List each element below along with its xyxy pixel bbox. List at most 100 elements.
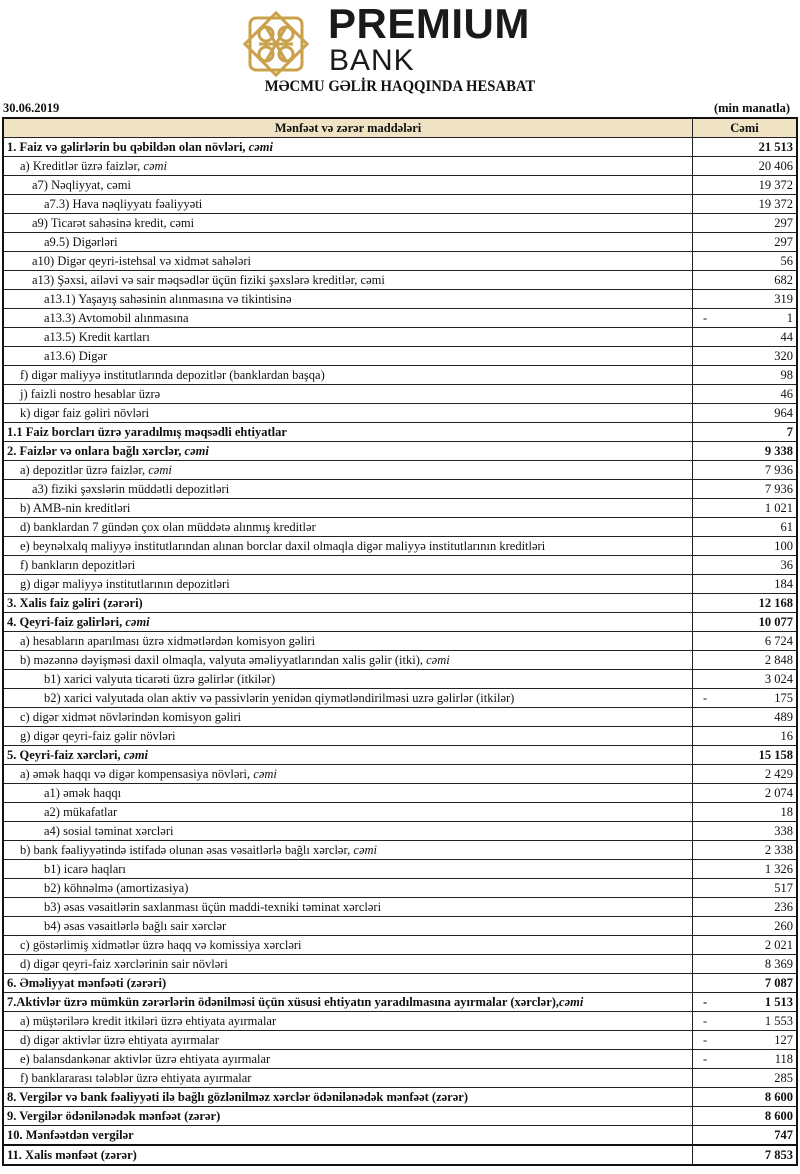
row-label-text: d) digər aktivlər üzrə ehtiyata ayırmala… bbox=[20, 1033, 219, 1047]
row-value-text: 2 848 bbox=[764, 653, 793, 667]
row-value-text: 338 bbox=[774, 824, 793, 838]
table-row: a7.3) Hava nəqliyyatı fəaliyyəti 19 372 bbox=[2, 194, 798, 214]
row-value-text: 319 bbox=[774, 292, 793, 306]
row-value: 338 bbox=[692, 821, 798, 841]
row-label: e) balansdankənar aktivlər üzrə ehtiyata… bbox=[2, 1049, 693, 1069]
row-value: 184 bbox=[692, 574, 798, 594]
table-row: 1. Faiz və gəlirlərin bu qəbildən olan n… bbox=[2, 137, 798, 157]
row-label-text: a7.3) Hava nəqliyyatı fəaliyyəti bbox=[44, 197, 203, 211]
row-label: 11. Xalis mənfəət (zərər) bbox=[2, 1144, 693, 1166]
row-label-text: a) hesabların aparılması üzrə xidmətlərd… bbox=[20, 634, 316, 648]
row-label-text: a13.5) Kredit kartları bbox=[44, 330, 150, 344]
row-value: 98 bbox=[692, 365, 798, 385]
row-label-text: a) müştərilərə kredit itkiləri üzrə ehti… bbox=[20, 1014, 277, 1028]
row-label: j) faizli nostro hesablar üzrə bbox=[2, 384, 693, 404]
table-row: a) hesabların aparılması üzrə xidmətlərd… bbox=[2, 631, 798, 651]
row-label-text: b2) xarici valyutada olan aktiv və passi… bbox=[44, 691, 515, 705]
row-value-text: 489 bbox=[774, 710, 793, 724]
table-row: f) digər maliyyə institutlarında depozit… bbox=[2, 365, 798, 385]
row-value: 1 326 bbox=[692, 859, 798, 879]
row-value: 20 406 bbox=[692, 156, 798, 176]
table-row: f) bankların depozitləri 36 bbox=[2, 555, 798, 575]
row-label-text: 6. Əməliyyat mənfəəti (zərəri) bbox=[7, 976, 167, 990]
row-label-text: b) məzənnə dəyişməsi daxil olmaqla, valy… bbox=[20, 653, 427, 667]
row-value-text: 1 513 bbox=[764, 995, 793, 1009]
table-row: a2) mükafatlar 18 bbox=[2, 802, 798, 822]
table-row: b) məzənnə dəyişməsi daxil olmaqla, valy… bbox=[2, 650, 798, 670]
row-label-text: a9.5) Digərləri bbox=[44, 235, 118, 249]
row-value: 15 158 bbox=[692, 745, 798, 765]
row-value: 44 bbox=[692, 327, 798, 347]
row-value-text: 12 168 bbox=[758, 596, 793, 610]
table-row: 11. Xalis mənfəət (zərər) 7 853 bbox=[2, 1144, 798, 1166]
premium-bank-logo: PREMIUM BANK bbox=[236, 0, 566, 82]
row-value: - 127 bbox=[692, 1030, 798, 1050]
row-value-text: 285 bbox=[774, 1071, 793, 1085]
row-value: 2 021 bbox=[692, 935, 798, 955]
row-value-text: 1 553 bbox=[764, 1014, 793, 1028]
row-value: 36 bbox=[692, 555, 798, 575]
row-value-text: 8 369 bbox=[764, 957, 793, 971]
row-value-text: 3 024 bbox=[764, 672, 793, 686]
column-header-items: Mənfəət və zərər maddələri bbox=[2, 117, 693, 138]
row-label-text: a7) Nəqliyyat, cəmi bbox=[32, 178, 131, 192]
row-label: b2) köhnəlmə (amortizasiya) bbox=[2, 878, 693, 898]
row-label: 7.Aktivlər üzrə mümkün zərərlərin ödənil… bbox=[2, 992, 693, 1012]
row-value: 12 168 bbox=[692, 593, 798, 613]
row-label-text: g) digər qeyri-faiz gəlir növləri bbox=[20, 729, 176, 743]
table-row: a10) Digər qeyri-istehsal və xidmət sahə… bbox=[2, 251, 798, 271]
row-value-text: 44 bbox=[780, 330, 794, 344]
row-label-text: 10. Mənfəətdən vergilər bbox=[7, 1128, 134, 1142]
row-value: 2 848 bbox=[692, 650, 798, 670]
income-statement-table: Mənfəət və zərər maddələri Cəmi 1. Faiz … bbox=[2, 117, 798, 1166]
row-value-text: 964 bbox=[774, 406, 793, 420]
row-value-text: 747 bbox=[774, 1128, 793, 1142]
row-label-text: g) digər maliyyə institutlarının depozit… bbox=[20, 577, 230, 591]
row-label-total-suffix: cəmi bbox=[148, 463, 172, 477]
row-value-text: 10 077 bbox=[758, 615, 793, 629]
row-value: 7 936 bbox=[692, 460, 798, 480]
row-value-text: 297 bbox=[774, 216, 793, 230]
table-row: 7.Aktivlər üzrə mümkün zərərlərin ödənil… bbox=[2, 992, 798, 1012]
row-value: 9 338 bbox=[692, 441, 798, 461]
row-value: 7 bbox=[692, 422, 798, 442]
row-label-text: 2. Faizlər və onlara bağlı xərclər, bbox=[7, 444, 185, 458]
table-row: 2. Faizlər və onlara bağlı xərclər, cəmi… bbox=[2, 441, 798, 461]
row-label-text: a9) Ticarət sahəsinə kredit, cəmi bbox=[32, 216, 195, 230]
row-label-text: 5. Qeyri-faiz xərcləri, bbox=[7, 748, 124, 762]
row-label: a7.3) Hava nəqliyyatı fəaliyyəti bbox=[2, 194, 693, 214]
row-value: 56 bbox=[692, 251, 798, 271]
row-label: 10. Mənfəətdən vergilər bbox=[2, 1125, 693, 1146]
table-row: a13.3) Avtomobil alınmasına -1 bbox=[2, 308, 798, 328]
row-label-total-suffix: cəmi bbox=[123, 748, 149, 762]
row-value-text: 7 087 bbox=[764, 976, 793, 990]
table-row: b1) icarə haqları 1 326 bbox=[2, 859, 798, 879]
row-value-text: 1 021 bbox=[764, 501, 793, 515]
row-label-total-suffix: cəmi bbox=[143, 159, 167, 173]
row-value-text: 7 bbox=[786, 425, 793, 439]
row-label-text: e) balansdankənar aktivlər üzrə ehtiyata… bbox=[20, 1052, 271, 1066]
row-value-text: 2 429 bbox=[764, 767, 793, 781]
table-row: d) digər qeyri-faiz xərclərinin sair növ… bbox=[2, 954, 798, 974]
row-label: g) digər maliyyə institutlarının depozit… bbox=[2, 574, 693, 594]
table-row: a13.5) Kredit kartları 44 bbox=[2, 327, 798, 347]
row-value: 260 bbox=[692, 916, 798, 936]
row-label: f) bankların depozitləri bbox=[2, 555, 693, 575]
report-date: 30.06.2019 bbox=[3, 101, 60, 115]
row-label-text: a1) əmək haqqı bbox=[44, 786, 122, 800]
row-label: a9) Ticarət sahəsinə kredit, cəmi bbox=[2, 213, 693, 233]
row-label-total-suffix: cəmi bbox=[125, 615, 150, 629]
row-value-text: 7 936 bbox=[764, 463, 793, 477]
row-label: a13.3) Avtomobil alınmasına bbox=[2, 308, 693, 328]
row-label: a7) Nəqliyyat, cəmi bbox=[2, 175, 693, 195]
row-label: b4) əsas vəsaitlərlə bağlı sair xərclər bbox=[2, 916, 693, 936]
row-label: a3) fiziki şəxslərin müddətli depozitlər… bbox=[2, 479, 693, 499]
row-label-total-suffix: cəmi bbox=[248, 140, 273, 154]
row-value-text: 16 bbox=[780, 729, 794, 743]
row-value: 297 bbox=[692, 213, 798, 233]
row-value: 320 bbox=[692, 346, 798, 366]
row-value-text: 2 021 bbox=[764, 938, 793, 952]
table-row: 5. Qeyri-faiz xərcləri, cəmi 15 158 bbox=[2, 745, 798, 765]
column-header-total: Cəmi bbox=[692, 117, 798, 138]
table-header-row: Mənfəət və zərər maddələri Cəmi bbox=[2, 117, 798, 138]
